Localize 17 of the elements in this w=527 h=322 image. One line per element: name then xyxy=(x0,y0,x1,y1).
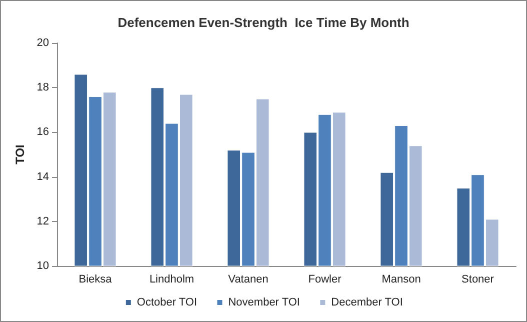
y-tick-label: 18 xyxy=(36,82,49,94)
x-tick-label: Fowler xyxy=(308,274,342,286)
y-axis-title: TOI xyxy=(12,144,27,164)
y-tick-label: 12 xyxy=(36,215,49,228)
y-tick-label: 14 xyxy=(36,170,49,183)
x-tick-label: Lindholm xyxy=(149,274,194,286)
x-tick-label: Vatanen xyxy=(228,274,268,286)
y-tick-label: 20 xyxy=(36,37,49,49)
x-tick-label: Stoner xyxy=(462,274,494,286)
legend-label: November TOI xyxy=(228,296,300,308)
legend-label: October TOI xyxy=(136,296,198,308)
x-tick-label: Manson xyxy=(382,274,421,286)
chart-title: Defencemen Even-Strength Ice Time By Month xyxy=(118,15,410,30)
legend-label: December TOI xyxy=(331,296,403,308)
y-tick-label: 10 xyxy=(36,260,49,272)
x-tick-label: Bieksa xyxy=(78,274,113,286)
y-tick-label: 16 xyxy=(36,126,49,138)
